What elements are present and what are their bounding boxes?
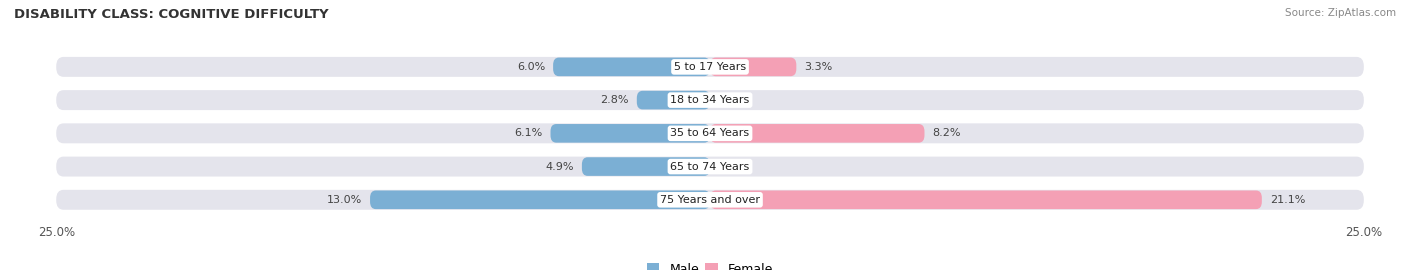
FancyBboxPatch shape xyxy=(56,90,1364,110)
Text: 5 to 17 Years: 5 to 17 Years xyxy=(673,62,747,72)
Text: 3.3%: 3.3% xyxy=(804,62,832,72)
Text: 18 to 34 Years: 18 to 34 Years xyxy=(671,95,749,105)
FancyBboxPatch shape xyxy=(710,58,796,76)
Text: 2.8%: 2.8% xyxy=(600,95,628,105)
Text: 0.0%: 0.0% xyxy=(718,161,747,171)
FancyBboxPatch shape xyxy=(56,190,1364,210)
FancyBboxPatch shape xyxy=(553,58,710,76)
Text: 4.9%: 4.9% xyxy=(546,161,574,171)
Text: 6.1%: 6.1% xyxy=(515,128,543,138)
Text: DISABILITY CLASS: COGNITIVE DIFFICULTY: DISABILITY CLASS: COGNITIVE DIFFICULTY xyxy=(14,8,329,21)
Text: 21.1%: 21.1% xyxy=(1270,195,1305,205)
FancyBboxPatch shape xyxy=(56,123,1364,143)
Text: 8.2%: 8.2% xyxy=(932,128,960,138)
Text: 6.0%: 6.0% xyxy=(517,62,546,72)
FancyBboxPatch shape xyxy=(582,157,710,176)
FancyBboxPatch shape xyxy=(370,191,710,209)
FancyBboxPatch shape xyxy=(56,57,1364,77)
Text: 0.0%: 0.0% xyxy=(718,95,747,105)
Text: 75 Years and over: 75 Years and over xyxy=(659,195,761,205)
FancyBboxPatch shape xyxy=(637,91,710,109)
FancyBboxPatch shape xyxy=(710,124,925,143)
FancyBboxPatch shape xyxy=(710,191,1261,209)
FancyBboxPatch shape xyxy=(56,157,1364,177)
FancyBboxPatch shape xyxy=(551,124,710,143)
Text: Source: ZipAtlas.com: Source: ZipAtlas.com xyxy=(1285,8,1396,18)
Text: 35 to 64 Years: 35 to 64 Years xyxy=(671,128,749,138)
Text: 65 to 74 Years: 65 to 74 Years xyxy=(671,161,749,171)
Legend: Male, Female: Male, Female xyxy=(643,258,778,270)
Text: 13.0%: 13.0% xyxy=(328,195,363,205)
